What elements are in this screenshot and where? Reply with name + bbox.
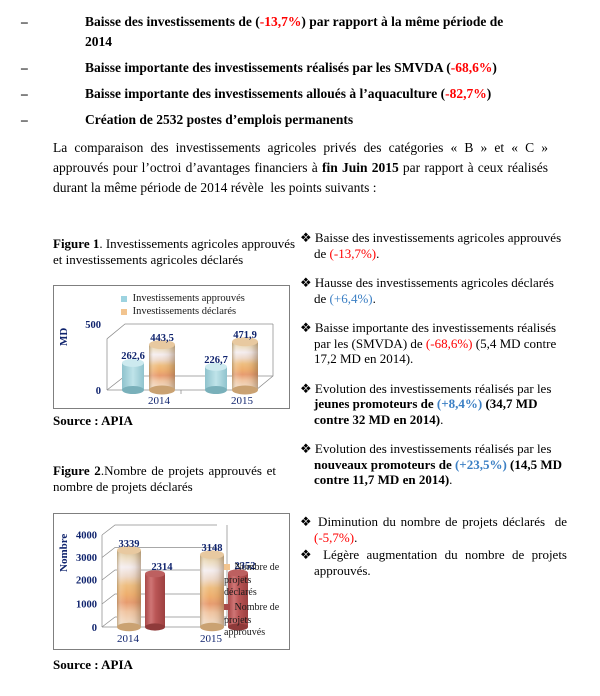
svg-text:1000: 1000 [76,600,97,611]
svg-text:0: 0 [92,623,97,634]
svg-text:471,9: 471,9 [233,330,257,341]
svg-text:3339: 3339 [119,539,140,550]
svg-text:226,7: 226,7 [204,355,228,366]
svg-text:262,6: 262,6 [121,351,145,362]
svg-text:3000: 3000 [76,553,97,564]
svg-text:443,5: 443,5 [150,333,174,344]
svg-text:4000: 4000 [76,531,97,542]
svg-text:2015: 2015 [231,395,254,407]
svg-text:2000: 2000 [76,576,97,587]
svg-text:2314: 2314 [152,562,174,573]
svg-text:2015: 2015 [200,633,223,645]
svg-text:0: 0 [96,386,101,397]
svg-text:3148: 3148 [202,543,223,554]
svg-text:500: 500 [85,320,101,331]
svg-text:2014: 2014 [117,633,140,645]
svg-text:2014: 2014 [148,395,171,407]
